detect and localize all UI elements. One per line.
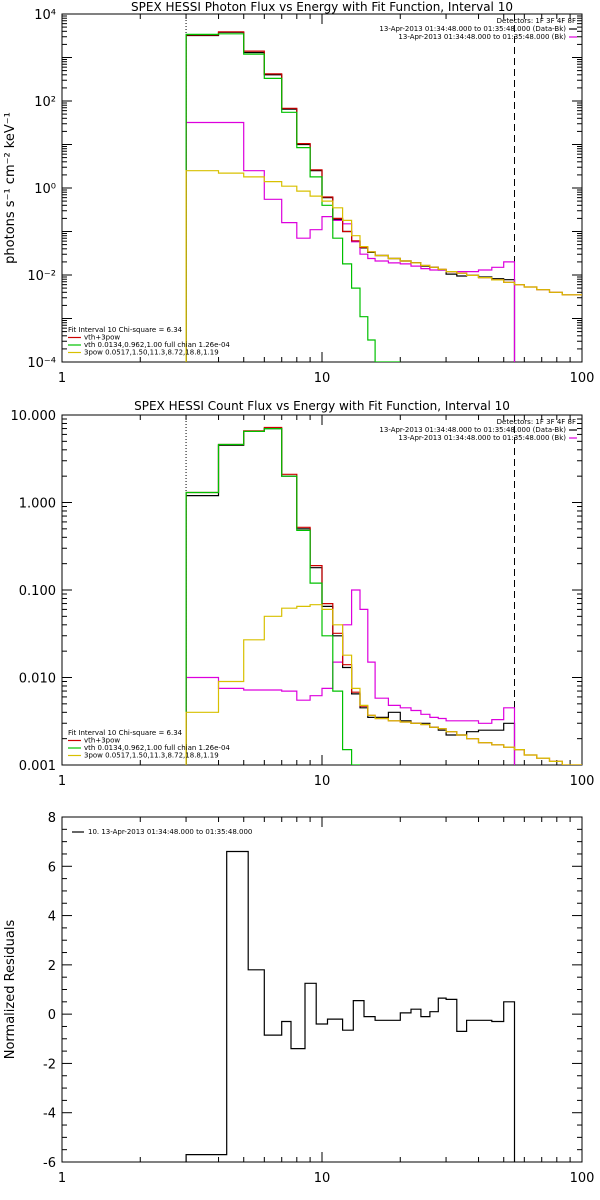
y-tick-label: 0.100 (19, 584, 56, 599)
panel-3: 1 10 100 -6 -4 -2 0 2 4 6 8 Normalized Residuals 10.… (3, 811, 594, 1186)
series-data-bk (185, 428, 516, 765)
legend-entry: 13-Apr-2013 01:34:48.000 to 01:35:48.000… (398, 33, 566, 41)
panel-1-legend-bottom-left: Fit Interval 10 Chi-square = 6.34vth+3po… (68, 326, 230, 357)
series-bk (185, 589, 516, 765)
legend-entry: vth 0.0134,0.962,1.00 full chian 1.26e-0… (84, 744, 230, 752)
y-tick-label: 10⁻² (27, 269, 56, 284)
series-vth (185, 428, 360, 765)
panel-2-y-ticks: 0.001 0.010 0.100 1.000 10.000 (11, 409, 582, 774)
y-tick-label: -2 (43, 1057, 56, 1072)
y-tick-label: 0.001 (19, 759, 56, 774)
legend-entry: Fit Interval 10 Chi-square = 6.34 (68, 326, 183, 334)
y-tick-label: 1.000 (19, 497, 56, 512)
panel-1-y-ticks: 10⁻⁴ 10⁻² 10⁰ 10² 10⁴ (27, 8, 582, 371)
x-tick-label: 10 (314, 1171, 331, 1186)
legend-entry: 3pow 0.0517,1.50,11.3,8.72,18.8,1.19 (84, 349, 219, 357)
legend-entry: vth+3pow (84, 334, 120, 342)
x-tick-label: 100 (570, 371, 595, 386)
y-tick-label: 2 (48, 959, 56, 974)
y-tick-label: 10⁻⁴ (27, 356, 56, 371)
series-vth-3pow (185, 31, 582, 362)
panel-1-title: SPEX HESSI Photon Flux vs Energy with Fi… (131, 0, 513, 14)
x-tick-label: 10 (314, 774, 331, 789)
series-3pow (185, 170, 582, 362)
legend-entry: Fit Interval 10 Chi-square = 6.34 (68, 729, 183, 737)
panel-1: SPEX HESSI Photon Flux vs Energy with Fi… (3, 0, 594, 386)
panel-1-data (185, 14, 582, 362)
y-tick-label: 10² (34, 95, 56, 110)
legend-entry: Detectors: 1F 3F 4F 8F (497, 17, 576, 25)
x-tick-label: 1 (58, 371, 66, 386)
panel-1-y-axis-label: photons s⁻¹ cm⁻² keV⁻¹ (3, 112, 18, 264)
legend-entry: 13-Apr-2013 01:34:48.000 to 01:35:48.000… (398, 434, 566, 442)
panel-3-x-ticks: 1 10 100 (58, 817, 595, 1186)
panel-2-x-ticks: 1 10 100 (58, 415, 595, 789)
x-tick-label: 1 (58, 1171, 66, 1186)
y-tick-label: 10⁰ (34, 182, 56, 197)
y-tick-label: 10⁴ (34, 8, 56, 23)
panel-3-y-axis-label: Normalized Residuals (3, 920, 18, 1060)
series-vth-3pow (185, 426, 582, 765)
panel-2-data (185, 415, 582, 765)
y-tick-label: 10.000 (11, 409, 57, 424)
panel-3-legend-top-left: 10. 13-Apr-2013 01:34:48.000 to 01:35:48… (72, 828, 252, 836)
y-tick-label: 4 (48, 910, 56, 925)
y-tick-label: 6 (48, 860, 56, 875)
legend-entry: vth+3pow (84, 737, 120, 745)
legend-entry: Detectors: 1F 3F 4F 8F (497, 418, 576, 426)
x-tick-label: 10 (314, 371, 331, 386)
y-tick-label: 0.010 (19, 672, 56, 687)
y-tick-label: 0 (48, 1008, 56, 1023)
panel-1-x-ticks: 1 10 100 (58, 14, 595, 386)
series-3pow (185, 604, 582, 765)
y-tick-label: 8 (48, 811, 56, 826)
legend-entry: 13-Apr-2013 01:34:48.000 to 01:35:48.000… (379, 25, 566, 33)
series-vth (185, 33, 401, 362)
panel-3-data (185, 850, 516, 1162)
panel-3-plot-frame (61, 816, 583, 1163)
x-tick-label: 100 (570, 774, 595, 789)
x-tick-label: 100 (570, 1171, 595, 1186)
legend-entry: 3pow 0.0517,1.50,11.3,8.72,18.8,1.19 (84, 752, 219, 760)
panel-2-legend-bottom-left: Fit Interval 10 Chi-square = 6.34vth+3po… (68, 729, 230, 760)
panel-3-y-ticks: -6 -4 -2 0 2 4 6 8 (43, 811, 582, 1171)
legend-entry: 13-Apr-2013 01:34:48.000 to 01:35:48.000… (379, 426, 566, 434)
y-tick-label: -6 (43, 1156, 56, 1171)
y-tick-label: -4 (43, 1107, 56, 1122)
panel-2: SPEX HESSI Count Flux vs Energy with Fit… (11, 399, 595, 789)
series-data-bk (185, 31, 516, 362)
panel-2-title: SPEX HESSI Count Flux vs Energy with Fit… (134, 399, 510, 413)
series-10 (185, 850, 516, 1162)
x-tick-label: 1 (58, 774, 66, 789)
series-bk (185, 121, 516, 362)
legend-entry: vth 0.0134,0.962,1.00 full chian 1.26e-0… (84, 341, 230, 349)
legend-entry: 10. 13-Apr-2013 01:34:48.000 to 01:35:48… (88, 828, 252, 836)
